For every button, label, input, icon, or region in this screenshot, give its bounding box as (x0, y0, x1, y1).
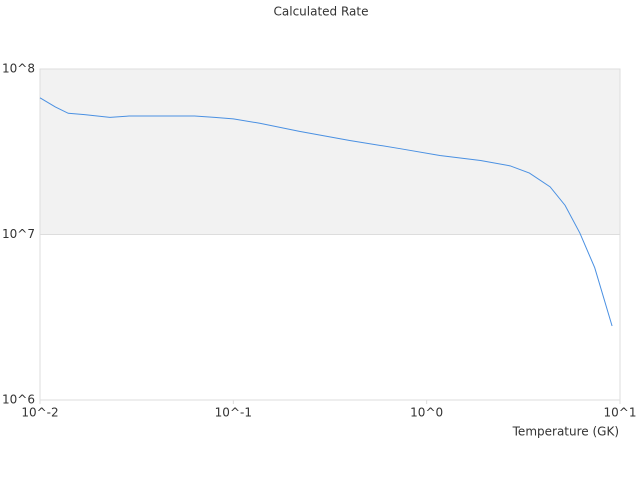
y-tick-label: 10^8 (2, 62, 35, 76)
x-tick-label: 10^-2 (21, 406, 58, 420)
x-tick-label: 10^0 (410, 406, 443, 420)
x-axis-label: Temperature (GK) (512, 425, 619, 439)
x-tick-label: 10^1 (604, 406, 637, 420)
x-tick-label: 10^-1 (215, 406, 252, 420)
plot-band (40, 69, 620, 235)
chart-title: Calculated Rate (274, 5, 369, 19)
line (39, 97, 613, 327)
y-tick-label: 10^6 (2, 393, 35, 407)
y-tick-label: 10^7 (2, 227, 35, 241)
